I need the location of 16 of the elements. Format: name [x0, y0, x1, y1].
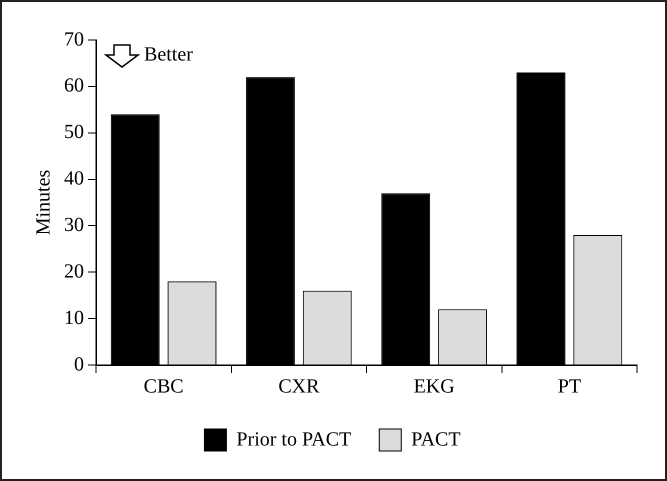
x-tick-label: EKG [414, 375, 455, 398]
legend-label: Prior to PACT [236, 428, 352, 450]
x-tick-label: CBC [144, 375, 184, 398]
y-tick-label: 0 [74, 353, 84, 376]
annotation: Better [144, 43, 194, 66]
y-tick-label: 30 [64, 214, 84, 236]
y-tick-label: 50 [64, 121, 84, 144]
x-tick-label: PT [558, 375, 582, 398]
x-tick-label: CXR [278, 375, 320, 398]
y-axis-title: Minutes [32, 170, 54, 236]
legend-label: PACT [411, 428, 461, 450]
y-tick-label: 10 [64, 306, 84, 329]
y-tick-label: 60 [64, 74, 84, 97]
y-tick-label: 40 [64, 168, 84, 190]
y-tick-label: 70 [64, 28, 84, 50]
y-tick-label: 20 [64, 260, 84, 282]
